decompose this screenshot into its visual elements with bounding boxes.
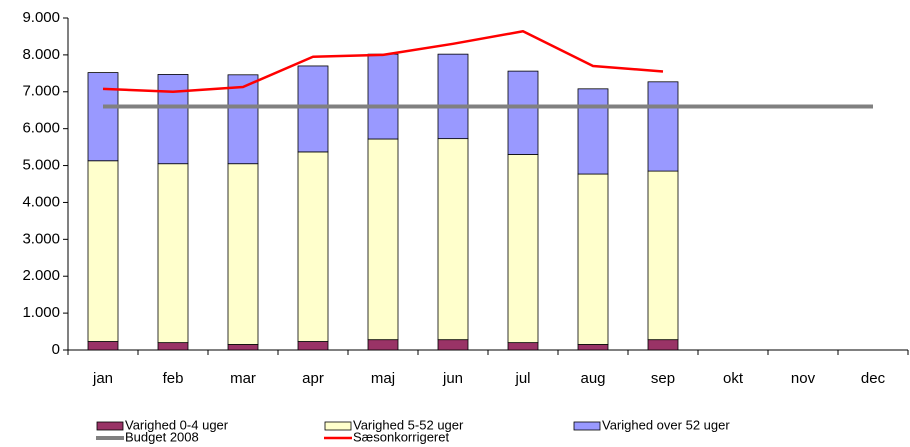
y-tick-label: 2.000 — [22, 267, 60, 284]
bar-segment — [507, 154, 539, 344]
x-tick-label: nov — [791, 370, 816, 387]
x-tick-label: jul — [514, 370, 530, 387]
bar-segment — [437, 53, 469, 140]
bar-segment — [297, 341, 329, 351]
x-tick-label: feb — [163, 370, 184, 387]
bar-segment — [647, 339, 679, 351]
legend-label: Sæsonkorrigeret — [353, 429, 449, 444]
y-tick-label: 8.000 — [22, 46, 60, 63]
y-tick-label: 0 — [52, 341, 60, 358]
bar-segment — [507, 70, 539, 155]
x-tick-label: okt — [723, 370, 744, 387]
x-tick-label: maj — [371, 370, 395, 387]
bar-segment — [647, 81, 679, 172]
line-series — [102, 30, 664, 94]
bar-segment — [577, 88, 609, 175]
bar-segment — [367, 138, 399, 341]
legend-swatch — [573, 421, 601, 431]
bar-segment — [577, 344, 609, 351]
bar-segment — [227, 344, 259, 351]
legend: Varighed 0-4 uger Varighed 5-52 uger Varig… — [96, 417, 730, 444]
bar-segment — [297, 151, 329, 342]
bar-segment — [437, 138, 469, 341]
legend-label: Varighed 0-4 uger — [125, 417, 229, 432]
x-tick-label: aug — [580, 370, 605, 387]
x-tick-label: jun — [442, 370, 463, 387]
y-tick-label: 1.000 — [22, 304, 60, 321]
bar-segment — [297, 65, 329, 153]
x-tick-label: dec — [861, 370, 886, 387]
x-tick-label: sep — [651, 370, 675, 387]
y-tick-label: 7.000 — [22, 83, 60, 100]
bar-segment — [87, 72, 119, 162]
bar-segment — [647, 170, 679, 341]
legend-swatch — [96, 421, 124, 431]
y-tick-label: 4.000 — [22, 193, 60, 210]
bar-segment — [87, 160, 119, 342]
y-tick-label: 5.000 — [22, 157, 60, 174]
bar-segment — [577, 173, 609, 345]
bar-segment — [227, 163, 259, 345]
y-tick-label: 6.000 — [22, 120, 60, 137]
legend-label: Varighed over 52 uger — [602, 417, 730, 432]
bar-segment — [367, 53, 399, 140]
x-tick-label: mar — [230, 370, 256, 387]
bar-segment — [157, 163, 189, 344]
bar-segment — [157, 74, 189, 165]
legend-label: Varighed 5-52 uger — [353, 417, 464, 432]
bar-segment — [437, 339, 469, 351]
bar-segment — [157, 342, 189, 351]
y-tick-label: 9.000 — [22, 9, 60, 26]
legend-label: Budget 2008 — [125, 429, 199, 444]
x-tick-label: jan — [92, 370, 113, 387]
x-tick-label: apr — [302, 370, 324, 387]
bar-segment — [227, 74, 259, 165]
bar-segment — [87, 341, 119, 351]
bar-segment — [367, 339, 399, 351]
bar-segment — [507, 342, 539, 351]
y-tick-label: 3.000 — [22, 230, 60, 247]
legend-swatch — [324, 421, 352, 431]
